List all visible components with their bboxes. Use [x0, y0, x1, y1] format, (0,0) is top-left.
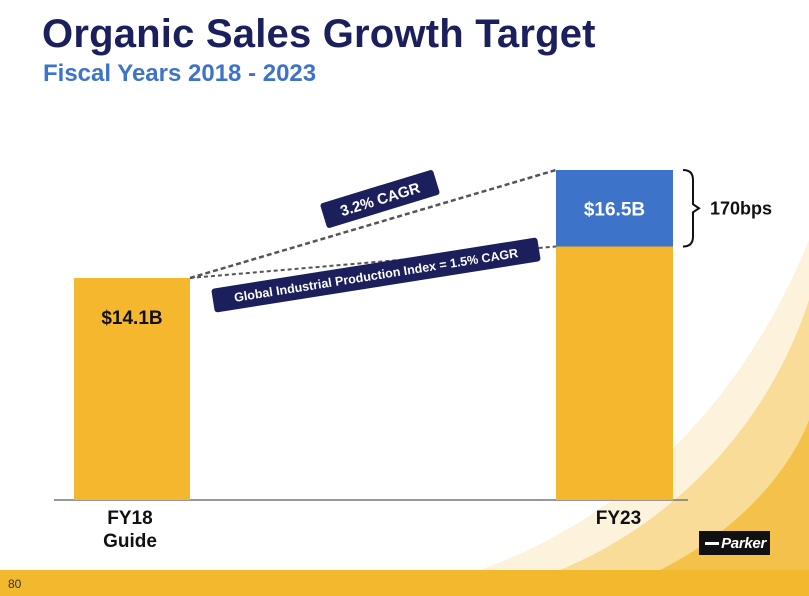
category-label-1-0: FY23	[596, 508, 641, 529]
bar-fy23-base	[556, 246, 673, 500]
annotation-cagr-target: 3.2% CAGR	[320, 170, 440, 228]
page-title: Organic Sales Growth Target	[42, 12, 596, 56]
page-number: 80	[8, 577, 22, 591]
increment-bps-label: 170bps	[710, 198, 772, 218]
page-subtitle: Fiscal Years 2018 - 2023	[43, 60, 317, 87]
annotation-cagr-target-box	[320, 170, 440, 228]
annotation-industrial-index-text: Global Industrial Production Index = 1.5…	[233, 246, 519, 305]
annotation-industrial-index: Global Industrial Production Index = 1.5…	[211, 237, 541, 313]
annotation-industrial-index-box	[211, 237, 541, 313]
bar-label-fy23: $16.5B	[584, 199, 645, 220]
bar-fy18	[74, 278, 190, 500]
parker-logo: Parker	[699, 531, 770, 555]
bar-label-fy18: $14.1B	[101, 308, 162, 329]
increment-bracket	[682, 169, 701, 248]
category-label-0-1: Guide	[103, 531, 157, 552]
category-label-0-0: FY18	[107, 508, 152, 529]
footer-bar	[0, 570, 809, 596]
cagr-line-industrial	[189, 245, 557, 279]
bar-fy23-increment	[556, 170, 673, 247]
